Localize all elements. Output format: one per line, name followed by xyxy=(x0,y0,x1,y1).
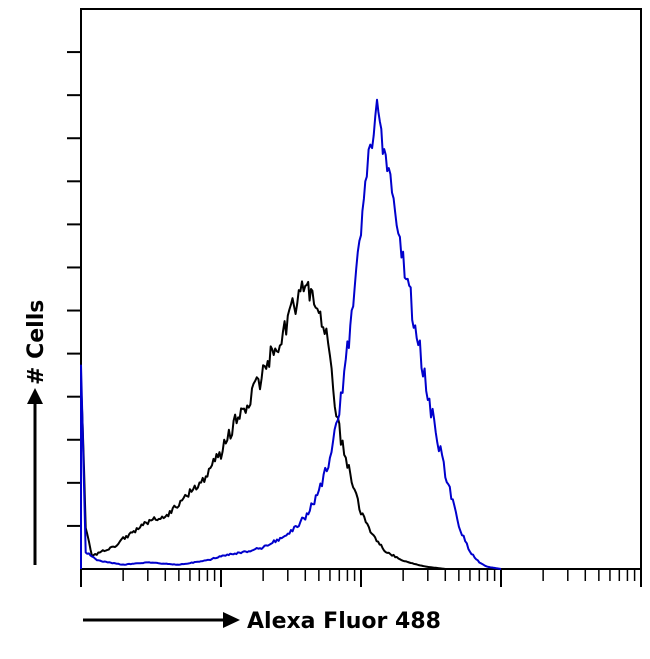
x-axis-label: Alexa Fluor 488 xyxy=(247,609,441,634)
control-histogram-line xyxy=(80,280,446,570)
y-axis-label: # Cells xyxy=(24,300,49,385)
y-axis-ticks xyxy=(67,51,81,527)
stained-histogram-line xyxy=(80,98,502,570)
histogram-series xyxy=(80,98,502,570)
y-axis-arrow xyxy=(27,388,43,565)
x-axis-arrow xyxy=(83,612,240,628)
plot-frame xyxy=(80,8,642,570)
x-axis-ticks xyxy=(80,569,642,587)
